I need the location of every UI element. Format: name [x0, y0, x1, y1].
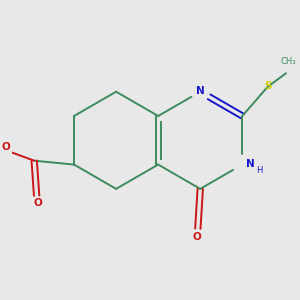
Text: O: O — [193, 232, 201, 242]
Text: H: H — [256, 166, 263, 175]
Text: CH₃: CH₃ — [281, 57, 296, 66]
Text: O: O — [34, 198, 43, 208]
Text: O: O — [2, 142, 11, 152]
Text: S: S — [264, 81, 272, 92]
Text: N: N — [196, 86, 205, 96]
Text: N: N — [246, 159, 255, 169]
